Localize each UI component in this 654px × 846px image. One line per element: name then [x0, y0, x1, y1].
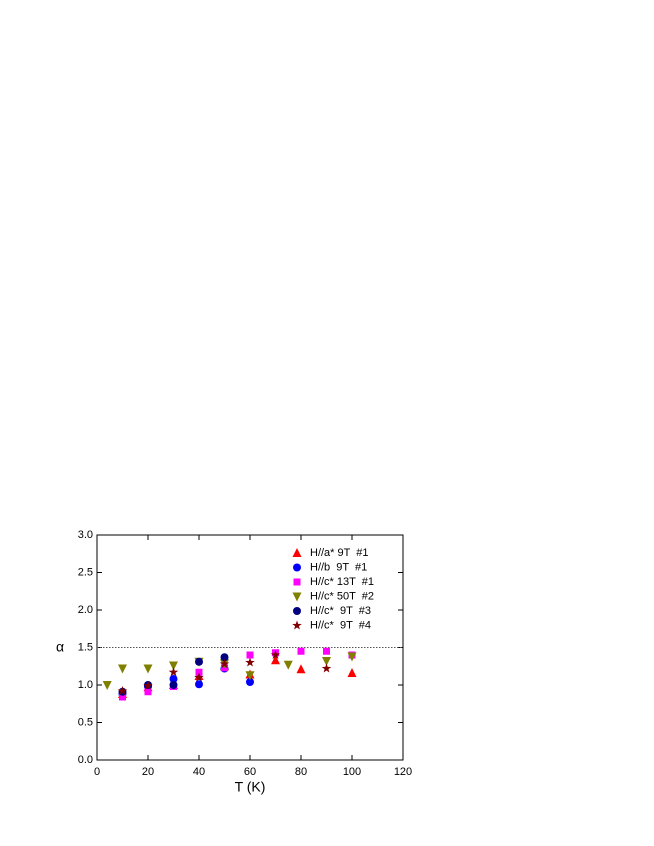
- legend-label: H//b 9T #1: [310, 561, 367, 573]
- data-point: [283, 660, 293, 670]
- data-point: [194, 672, 204, 682]
- data-point: [118, 664, 127, 674]
- data-point: [271, 655, 280, 665]
- legend-label: H//c* 13T #1: [310, 576, 374, 588]
- data-point: [195, 668, 203, 676]
- y-axis-title: α: [56, 639, 64, 655]
- legend-marker: [293, 607, 301, 615]
- data-point: [117, 686, 128, 696]
- y-tick-label: 1.5: [78, 641, 93, 653]
- legend-marker: [293, 578, 301, 586]
- x-tick-label: 0: [94, 766, 100, 778]
- data-point: [219, 659, 230, 669]
- x-tick-label: 20: [142, 766, 154, 778]
- data-point: [119, 693, 126, 701]
- data-point: [169, 681, 178, 689]
- x-tick-label: 60: [244, 766, 256, 778]
- data-point: [297, 647, 305, 655]
- data-point: [321, 663, 332, 673]
- data-point: [323, 647, 330, 655]
- data-point: [347, 668, 357, 677]
- x-tick-label: 100: [343, 766, 361, 778]
- data-point: [195, 680, 203, 689]
- data-point: [102, 681, 112, 690]
- y-tick-label: 2.0: [78, 604, 93, 616]
- y-tick-label: 0.0: [78, 754, 93, 766]
- legend-marker: [292, 592, 302, 602]
- x-tick-label: 40: [193, 766, 205, 778]
- data-point: [143, 680, 153, 690]
- x-tick-label: 80: [295, 766, 307, 778]
- y-tick-label: 3.0: [78, 529, 93, 541]
- data-point: [347, 652, 357, 662]
- data-point: [169, 675, 178, 683]
- legend-marker: [292, 620, 302, 630]
- data-point: [245, 657, 255, 667]
- legend-marker: [292, 548, 302, 557]
- y-tick-label: 2.5: [78, 566, 93, 578]
- x-axis-title: T (K): [235, 779, 266, 795]
- data-point: [322, 657, 331, 666]
- data-point: [246, 651, 254, 659]
- legend-label: H//c* 9T #4: [310, 619, 371, 631]
- x-tick-label: 120: [394, 766, 412, 778]
- y-tick-label: 1.0: [78, 679, 93, 691]
- data-point: [195, 657, 203, 666]
- data-point: [220, 653, 229, 662]
- data-point: [168, 667, 179, 677]
- legend-label: H//c* 9T #3: [310, 605, 371, 617]
- data-point: [245, 671, 255, 681]
- y-tick-label: 0.5: [78, 716, 93, 728]
- data-point: [144, 688, 152, 696]
- data-point: [169, 661, 178, 671]
- legend-label: H//a* 9T #1: [310, 547, 369, 559]
- legend-marker: [293, 563, 301, 572]
- data-point: [296, 664, 306, 674]
- data-point: [270, 650, 281, 660]
- legend-label: H//c* 50T #2: [310, 590, 374, 602]
- data-point: [246, 678, 254, 686]
- data-point: [143, 664, 153, 674]
